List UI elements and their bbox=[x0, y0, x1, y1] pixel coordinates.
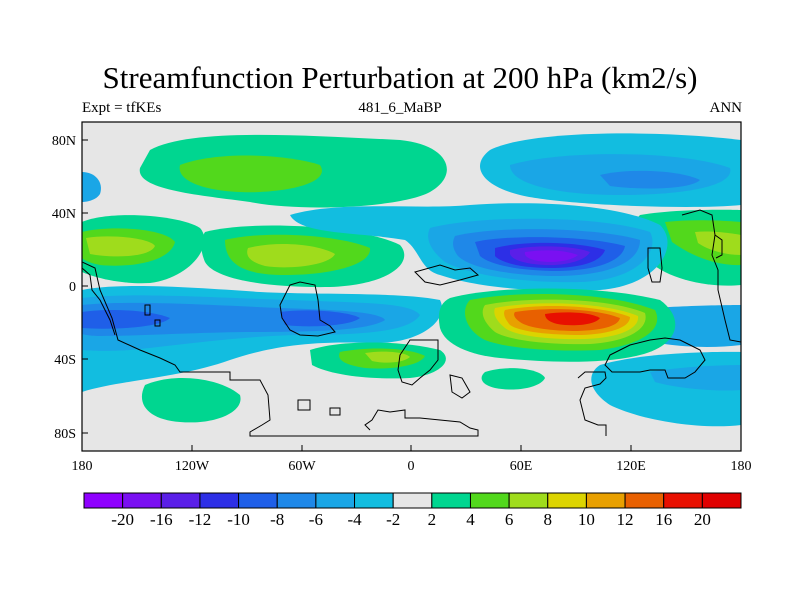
colorbar-label: 10 bbox=[578, 510, 595, 529]
y-tick-label: 40N bbox=[52, 207, 76, 222]
colorbar-swatch bbox=[469, 492, 510, 509]
colorbar-label: 20 bbox=[694, 510, 711, 529]
x-tick-label: 60E bbox=[510, 459, 533, 474]
colorbar-swatch bbox=[160, 492, 201, 509]
contour-west-edge-low bbox=[82, 172, 101, 202]
map-title: Streamfunction Perturbation at 200 hPa (… bbox=[102, 60, 698, 95]
colorbar-label: -8 bbox=[270, 510, 284, 529]
contour-indian-ocean-high bbox=[438, 288, 676, 362]
colorbar-label: 2 bbox=[428, 510, 437, 529]
colorbar-swatch bbox=[585, 492, 626, 509]
season-label: ANN bbox=[709, 100, 743, 116]
colorbar-swatch bbox=[392, 492, 433, 509]
colorbar-label: 16 bbox=[655, 510, 672, 529]
colorbar-swatch bbox=[701, 492, 742, 509]
colorbar-swatch bbox=[508, 492, 549, 509]
x-axis-labels: 180 120W 60W 0 60E 120E 180 bbox=[72, 459, 752, 474]
colorbar-label: -20 bbox=[111, 510, 134, 529]
colorbar-label: -12 bbox=[189, 510, 212, 529]
contour-north-atlantic-high bbox=[139, 134, 447, 208]
colorbar-swatch bbox=[199, 492, 240, 509]
colorbar-swatch bbox=[663, 492, 703, 509]
experiment-label: Expt = tfKEs bbox=[82, 100, 162, 116]
colorbar: -20 -16 -12 -10 -8 -6 -4 -2 2 4 6 8 10 12 16 20 bbox=[83, 492, 742, 529]
colorbar-label: 4 bbox=[466, 510, 475, 529]
contour-subtropical-north-high bbox=[82, 209, 741, 288]
colorbar-swatch bbox=[238, 492, 278, 509]
colorbar-swatch bbox=[354, 492, 394, 509]
y-tick-label: 80N bbox=[52, 134, 76, 149]
colorbar-swatch bbox=[83, 492, 124, 509]
x-tick-label: 180 bbox=[72, 459, 93, 474]
colorbar-label: -2 bbox=[386, 510, 400, 529]
colorbar-label: -4 bbox=[347, 510, 362, 529]
colorbar-swatch bbox=[122, 492, 162, 509]
contour-asian-low bbox=[290, 203, 668, 291]
colorbar-label: -6 bbox=[309, 510, 323, 529]
coastlines bbox=[82, 209, 741, 437]
colorbar-swatch bbox=[624, 492, 665, 509]
colorbar-label: -10 bbox=[227, 510, 250, 529]
contour-tropical-south-low bbox=[82, 286, 741, 427]
colorbar-label: 6 bbox=[505, 510, 514, 529]
contour-fields bbox=[82, 133, 741, 427]
y-tick-label: 40S bbox=[54, 353, 76, 368]
contour-southern-highs bbox=[141, 342, 545, 423]
y-axis-labels: 80N 40N 0 40S 80S bbox=[52, 134, 76, 442]
x-tick-label: 60W bbox=[288, 459, 316, 474]
colorbar-label: 8 bbox=[544, 510, 553, 529]
colorbar-label: 12 bbox=[617, 510, 634, 529]
case-label: 481_6_MaBP bbox=[358, 100, 442, 116]
x-tick-label: 0 bbox=[408, 459, 415, 474]
x-tick-label: 120E bbox=[616, 459, 646, 474]
colorbar-swatch bbox=[547, 492, 587, 509]
colorbar-swatch bbox=[431, 492, 471, 509]
colorbar-label: -16 bbox=[150, 510, 173, 529]
x-tick-label: 120W bbox=[175, 459, 210, 474]
x-tick-label: 180 bbox=[731, 459, 752, 474]
contour-north-asia-low bbox=[480, 133, 741, 207]
colorbar-swatch bbox=[276, 492, 317, 509]
y-tick-label: 80S bbox=[54, 427, 76, 442]
y-tick-label: 0 bbox=[69, 280, 76, 295]
tick-marks bbox=[81, 139, 742, 451]
colorbar-swatch bbox=[315, 492, 356, 509]
